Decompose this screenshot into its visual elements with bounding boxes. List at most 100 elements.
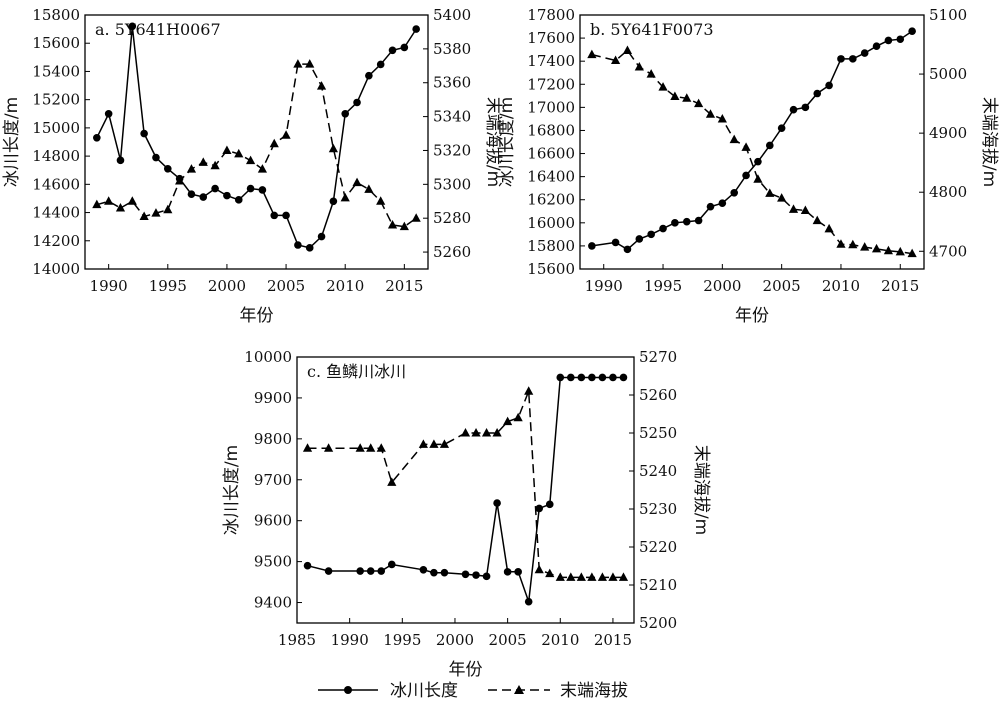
y-tick-label: 9400 — [254, 594, 292, 612]
elevation-point-marker — [608, 572, 618, 581]
length-point-marker — [813, 89, 822, 98]
length-point-marker — [366, 567, 375, 575]
legend-elevation-label: 末端海拔 — [560, 681, 628, 701]
legend: 冰川长度 末端海拔 — [318, 681, 628, 701]
length-point-marker — [303, 561, 312, 570]
x-tick-label: 1990 — [90, 277, 128, 295]
length-point-marker — [324, 567, 333, 575]
elevation-point-marker — [387, 219, 398, 229]
elevation-point-marker — [92, 199, 102, 209]
y2-tick-label: 5320 — [433, 141, 471, 159]
elevation-point-marker — [127, 196, 137, 205]
elevation-point-marker — [210, 160, 220, 170]
length-point-marker — [694, 216, 703, 225]
x-tick-label: 2010 — [541, 631, 579, 649]
x-tick-label: 2010 — [822, 277, 860, 295]
elevation-point-marker — [566, 572, 576, 581]
y-tick-label: 15800 — [527, 237, 575, 255]
elevation-point-marker — [848, 239, 858, 249]
length-point-marker — [884, 36, 893, 45]
length-point-marker — [356, 567, 364, 575]
elevation-point-marker — [186, 164, 197, 173]
length-point-marker — [706, 202, 715, 211]
elevation-point-marker — [618, 572, 629, 581]
y2-tick-label: 5260 — [433, 243, 471, 261]
length-point-marker — [258, 186, 267, 194]
length-point-marker — [305, 244, 314, 252]
y2-tick-label: 5210 — [639, 576, 677, 594]
y-tick-label: 15800 — [32, 6, 80, 24]
y2-axis-title: 末端海拔/m — [979, 97, 999, 187]
y-tick-label: 17000 — [527, 98, 575, 116]
elevation-point-marker — [576, 572, 586, 581]
elevation-point-marker — [658, 82, 668, 91]
elevation-point-marker — [788, 204, 799, 213]
length-point-marker — [294, 241, 302, 249]
elevation-point-marker — [800, 205, 810, 215]
elevation-point-marker — [634, 61, 644, 71]
y-tick-label: 9500 — [254, 553, 292, 571]
length-point-marker — [104, 109, 113, 118]
length-point-marker — [329, 197, 338, 206]
panel-title: b. 5Y641F0073 — [590, 20, 714, 39]
x-tick-label: 2005 — [489, 631, 527, 649]
y-tick-label: 9800 — [254, 430, 292, 448]
elevation-point-marker — [534, 564, 544, 574]
length-point-marker — [872, 42, 881, 50]
y-tick-label: 15200 — [32, 91, 80, 109]
elevation-point-marker — [323, 443, 334, 452]
y2-axis-title: 末端海拔/m — [691, 445, 711, 535]
y-tick-label: 16600 — [527, 145, 575, 163]
length-point-marker — [341, 109, 350, 118]
y-tick-label: 14400 — [32, 204, 80, 222]
elevation-point-marker — [682, 93, 692, 102]
length-point-marker — [353, 98, 361, 107]
elevation-point-marker — [163, 204, 173, 214]
elevation-point-marker — [340, 192, 350, 202]
elevation-point-marker — [524, 386, 534, 395]
x-tick-label: 2010 — [326, 277, 364, 295]
length-point-marker — [754, 157, 762, 166]
elevation-point-marker — [597, 572, 608, 581]
y-axis-title: 冰川长度/m — [2, 97, 22, 187]
y-tick-label: 16400 — [527, 168, 575, 186]
y-tick-label: 14800 — [32, 147, 80, 165]
length-point-marker — [199, 193, 208, 201]
length-point-marker — [317, 232, 326, 241]
elevation-point-marker — [705, 109, 716, 118]
y2-tick-label: 4700 — [929, 242, 967, 260]
elevation-point-marker — [883, 245, 894, 255]
y-tick-label: 15000 — [32, 119, 80, 137]
x-tick-label: 2000 — [703, 277, 741, 295]
elevation-point-marker — [812, 215, 822, 225]
length-point-marker — [493, 499, 501, 507]
length-point-marker — [282, 211, 290, 220]
elevation-point-marker — [115, 203, 126, 212]
elevation-point-marker — [411, 213, 421, 222]
elevation-point-marker — [460, 428, 471, 437]
elevation-point-marker — [328, 143, 338, 153]
length-point-marker — [503, 568, 512, 576]
length-series-line — [307, 376, 624, 602]
length-point-marker — [647, 230, 655, 239]
elevation-point-marker — [418, 439, 428, 448]
elevation-point-marker — [257, 164, 268, 173]
x-tick-label: 2015 — [385, 277, 423, 295]
x-tick-label: 2000 — [208, 277, 246, 295]
elevation-point-marker — [269, 138, 279, 148]
y2-tick-label: 4800 — [929, 183, 967, 201]
y-tick-label: 9700 — [254, 471, 292, 489]
elevation-point-marker — [376, 196, 386, 205]
y2-tick-label: 5380 — [433, 40, 471, 58]
length-point-marker — [623, 245, 632, 254]
elevation-point-marker — [871, 243, 882, 253]
elevation-point-marker — [139, 211, 149, 221]
legend-elevation-marker — [514, 685, 524, 694]
elevation-point-marker — [545, 568, 555, 578]
length-point-marker — [908, 27, 916, 35]
length-point-marker — [742, 171, 750, 180]
elevation-point-marker — [492, 428, 502, 437]
length-point-marker — [567, 373, 575, 382]
y-tick-label: 14600 — [32, 175, 80, 193]
x-tick-label: 2005 — [267, 277, 305, 295]
